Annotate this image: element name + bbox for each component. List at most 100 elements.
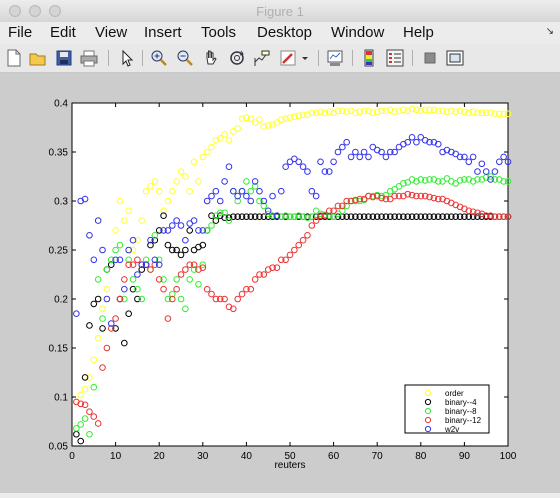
- menu-window[interactable]: Window: [331, 24, 385, 41]
- menu-overflow-arrow-icon[interactable]: ↘: [545, 26, 554, 37]
- point-binary-12: [356, 195, 364, 203]
- minimize-window-button[interactable]: [29, 5, 41, 17]
- point-binary-12: [168, 295, 176, 303]
- pan-hand-icon[interactable]: [202, 49, 220, 67]
- point-binary-12: [234, 295, 241, 303]
- point-order: [121, 217, 128, 224]
- point-w2v: [312, 192, 320, 200]
- menu-help[interactable]: Help: [403, 24, 434, 41]
- point-w2v: [417, 134, 425, 141]
- point-binary-4: [112, 325, 119, 332]
- menu-bar: File Edit View Insert Tools Desktop Wind…: [0, 22, 560, 44]
- legend-label: binary--8: [445, 407, 477, 416]
- point-order: [308, 109, 316, 117]
- link-plot-icon[interactable]: [326, 49, 344, 67]
- point-binary-8: [308, 213, 316, 220]
- data-cursor-icon[interactable]: [253, 49, 271, 67]
- point-w2v: [129, 236, 137, 244]
- point-order: [177, 168, 185, 175]
- insert-legend-icon[interactable]: [386, 49, 404, 67]
- point-w2v: [504, 158, 512, 166]
- zoom-out-icon[interactable]: [176, 49, 194, 67]
- show-plot-tools-icon[interactable]: [446, 49, 464, 67]
- point-w2v: [260, 197, 268, 205]
- point-binary-8: [434, 178, 442, 185]
- point-binary-12: [86, 408, 93, 416]
- point-order: [238, 115, 246, 122]
- point-binary-12: [413, 192, 420, 200]
- point-binary-12: [107, 325, 115, 332]
- point-binary-12: [260, 271, 268, 278]
- insert-colorbar-icon[interactable]: [360, 49, 378, 67]
- point-w2v: [142, 261, 150, 268]
- point-binary-12: [116, 295, 124, 303]
- point-order: [317, 108, 324, 116]
- point-order: [391, 108, 398, 116]
- point-binary-12: [421, 192, 429, 200]
- point-binary-8: [443, 175, 451, 182]
- point-binary-4: [352, 213, 359, 220]
- open-file-icon[interactable]: [29, 49, 47, 67]
- point-binary-12: [426, 193, 433, 201]
- point-binary-12: [256, 271, 263, 278]
- point-w2v: [369, 143, 377, 151]
- x-axis-label: reuters: [274, 460, 305, 471]
- print-icon[interactable]: [80, 49, 98, 67]
- save-icon[interactable]: [55, 49, 73, 67]
- point-binary-8: [456, 177, 464, 184]
- point-order: [199, 153, 207, 161]
- point-order: [208, 143, 215, 151]
- zoom-in-icon[interactable]: [150, 49, 168, 67]
- point-binary-12: [369, 193, 377, 201]
- point-binary-4: [369, 213, 377, 220]
- point-binary-12: [121, 276, 128, 283]
- point-binary-8: [339, 207, 346, 215]
- zoom-window-button[interactable]: [49, 5, 61, 17]
- new-figure-icon[interactable]: [5, 49, 23, 67]
- point-binary-12: [112, 315, 119, 322]
- menu-file[interactable]: File: [8, 24, 33, 41]
- point-order: [448, 107, 455, 115]
- menu-tools[interactable]: Tools: [201, 24, 237, 41]
- point-w2v: [155, 261, 163, 268]
- point-binary-12: [317, 212, 324, 219]
- point-binary-4: [160, 212, 167, 219]
- menu-desktop[interactable]: Desktop: [257, 24, 313, 41]
- legend-label: binary--4: [445, 398, 477, 407]
- point-w2v: [291, 155, 298, 163]
- point-binary-4: [360, 213, 368, 220]
- brush-dropdown-icon[interactable]: [300, 49, 310, 67]
- close-window-button[interactable]: [9, 5, 21, 17]
- point-w2v: [182, 236, 189, 244]
- point-binary-4: [173, 246, 180, 254]
- point-binary-12: [286, 251, 294, 259]
- point-binary-8: [73, 425, 80, 432]
- edit-plot-arrow-icon[interactable]: [118, 49, 136, 67]
- point-order: [151, 178, 159, 185]
- point-binary-12: [347, 197, 355, 205]
- point-w2v: [247, 197, 255, 205]
- menu-insert[interactable]: Insert: [144, 24, 182, 41]
- point-binary-12: [391, 192, 398, 200]
- point-order: [277, 116, 285, 123]
- point-binary-8: [168, 290, 176, 298]
- point-binary-8: [234, 197, 241, 205]
- legend-marker: [424, 416, 432, 424]
- point-binary-8: [203, 227, 211, 234]
- hide-plot-tools-icon[interactable]: [421, 49, 439, 67]
- point-order: [112, 227, 119, 234]
- point-w2v: [487, 176, 494, 183]
- point-binary-4: [356, 213, 364, 220]
- point-binary-4: [81, 374, 89, 381]
- point-order: [264, 122, 272, 129]
- point-w2v: [295, 158, 303, 166]
- menu-edit[interactable]: Edit: [50, 24, 76, 41]
- point-binary-4: [77, 437, 85, 445]
- point-binary-4: [129, 285, 137, 293]
- rotate-3d-icon[interactable]: [228, 49, 246, 67]
- point-order: [456, 107, 464, 115]
- point-w2v: [103, 295, 111, 303]
- brush-icon[interactable]: [279, 49, 297, 67]
- menu-view[interactable]: View: [95, 24, 128, 41]
- x-tick-label: 70: [372, 451, 384, 462]
